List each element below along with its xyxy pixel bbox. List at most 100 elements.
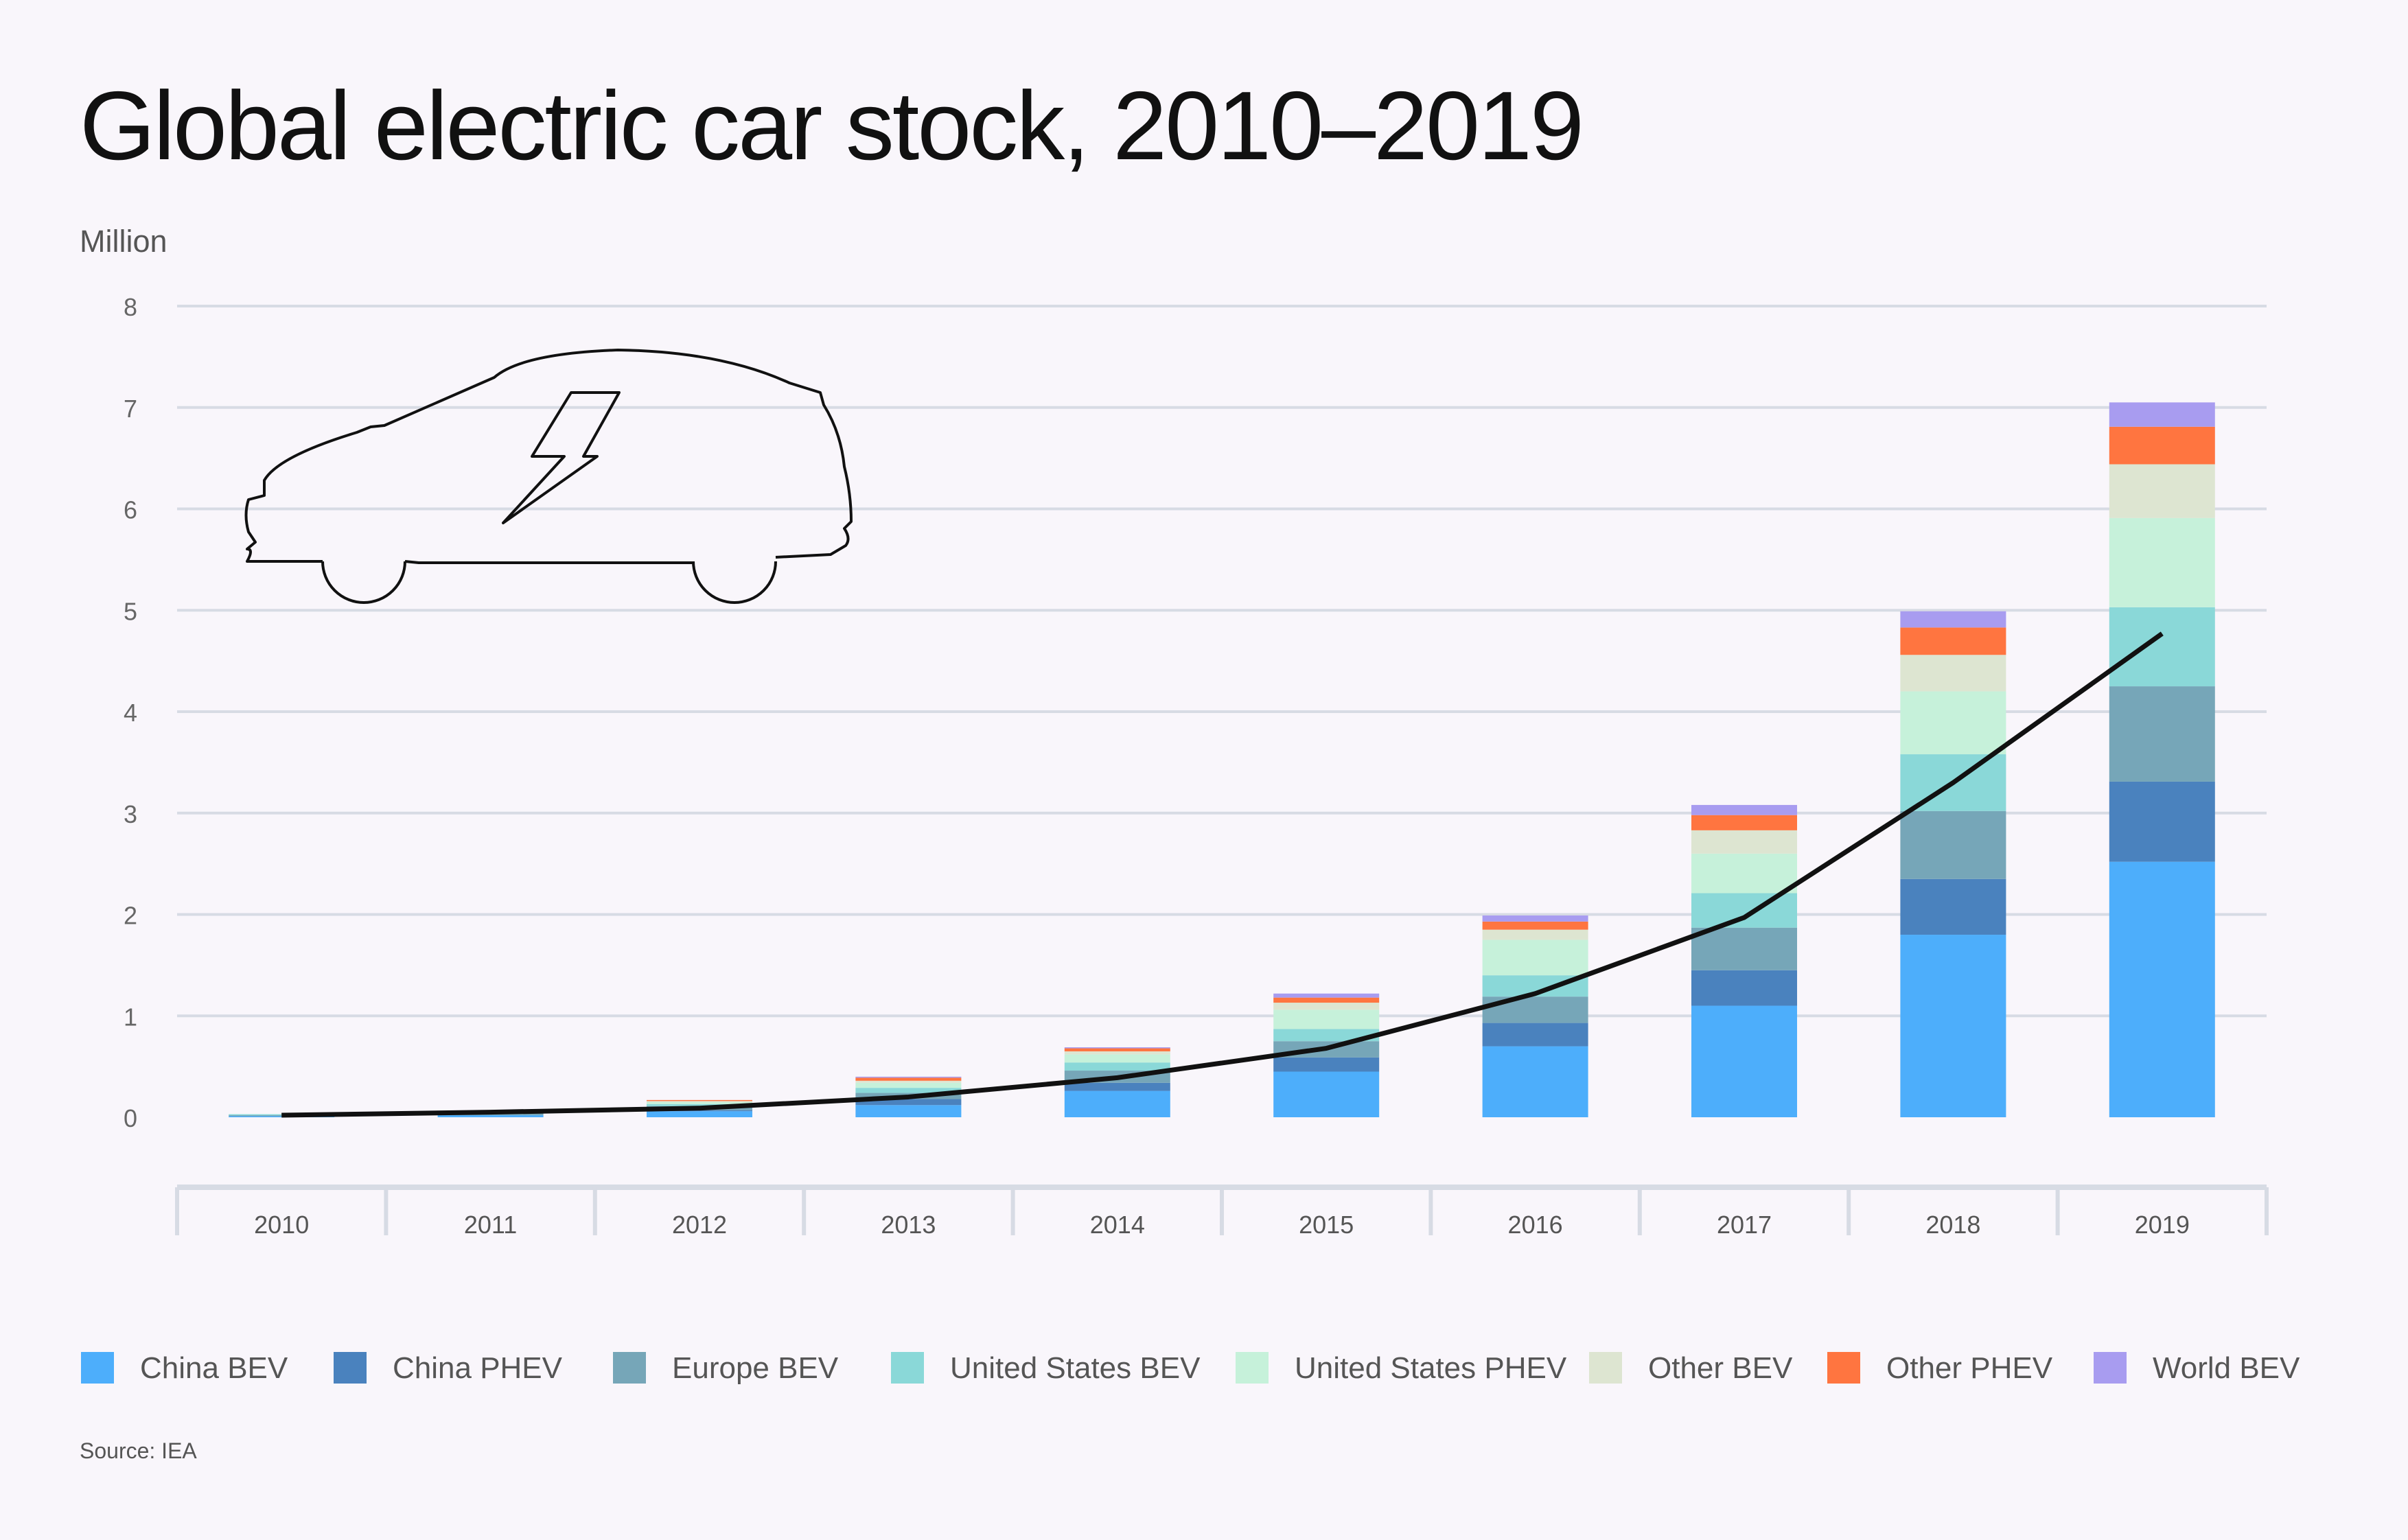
- bar-segment-other-phev: [647, 1099, 752, 1101]
- y-tick-label: 4: [124, 699, 137, 727]
- y-axis-ticks: 0 1 2 3 4 5 6 7 8: [124, 293, 137, 1132]
- bar-segment-europe-bev: [1691, 927, 1797, 970]
- y-tick-label: 2: [124, 902, 137, 930]
- y-tick-label: 0: [124, 1104, 137, 1132]
- x-tick-label: 2018: [1925, 1211, 1980, 1239]
- bar-segment-united-states-phev: [855, 1082, 962, 1088]
- legend-swatch: [1589, 1352, 1622, 1384]
- bar-segment-europe-bev: [229, 1115, 335, 1117]
- bar-segment-other-phev: [1273, 997, 1380, 1003]
- y-tick-label: 8: [124, 293, 137, 321]
- bar-segment-world-bev: [1691, 804, 1797, 815]
- bar-segment-world-bev: [1900, 611, 2006, 628]
- bar-segment-china-bev: [1273, 1071, 1380, 1117]
- bar-segment-other-bev: [2109, 464, 2215, 518]
- bar-segment-other-bev: [1064, 1051, 1170, 1055]
- chart-title: Global electric car stock, 2010–2019: [80, 71, 1582, 180]
- legend-label: China BEV: [140, 1351, 288, 1385]
- y-tick-label: 7: [124, 395, 137, 423]
- bar-segment-other-bev: [855, 1080, 962, 1083]
- legend-label: United States PHEV: [1295, 1351, 1567, 1385]
- source-note: Source: IEA: [80, 1438, 197, 1463]
- electric-car-icon: [244, 349, 853, 604]
- bar-segment-europe-bev: [1482, 996, 1588, 1023]
- y-tick-label: 3: [124, 800, 137, 828]
- bar-segment-other-bev: [1273, 1003, 1380, 1010]
- bar-segment-china-phev: [1900, 878, 2006, 935]
- x-tick-label: 2013: [881, 1211, 936, 1239]
- x-tick-label: 2016: [1508, 1211, 1563, 1239]
- bar-segment-other-phev: [1482, 921, 1588, 930]
- bar-segment-world-bev: [2109, 402, 2215, 427]
- bar-segment-united-states-phev: [1273, 1010, 1380, 1029]
- bar-segment-united-states-bev: [1064, 1062, 1170, 1071]
- x-tick-label: 2012: [672, 1211, 727, 1239]
- bar-segment-world-bev: [1064, 1047, 1170, 1049]
- x-axis: 2010 2011 2012 2013 2014 2015 2016 2017 2018 2019: [175, 1185, 2269, 1239]
- y-axis-unit-label: Million: [80, 224, 167, 259]
- bar-segment-china-phev: [2109, 781, 2215, 862]
- bar-segment-china-bev: [647, 1111, 752, 1117]
- legend-swatch: [81, 1352, 114, 1384]
- bar-segment-other-bev: [1900, 655, 2006, 692]
- bar-segment-other-bev: [1691, 830, 1797, 854]
- bar-segment-united-states-bev: [855, 1088, 962, 1093]
- bar-segment-china-bev: [855, 1105, 962, 1117]
- bar-segment-united-states-bev: [2109, 607, 2215, 687]
- x-tick-label: 2010: [254, 1211, 309, 1239]
- legend-swatch: [613, 1352, 646, 1384]
- x-tick-label: 2019: [2135, 1211, 2190, 1239]
- bar-segment-world-bev: [1273, 993, 1380, 998]
- bar-segment-europe-bev: [2109, 686, 2215, 782]
- legend-swatch: [2094, 1352, 2127, 1384]
- bar-segment-other-phev: [2109, 426, 2215, 465]
- legend-label: Europe BEV: [672, 1351, 839, 1385]
- y-tick-label: 6: [124, 496, 137, 524]
- bar-segment-united-states-phev: [1482, 940, 1588, 976]
- legend: China BEV China PHEV Europe BEV United Stat…: [81, 1351, 2300, 1385]
- x-tick-label: 2017: [1717, 1211, 1772, 1239]
- bar-segment-united-states-phev: [1691, 853, 1797, 894]
- bar-segment-other-phev: [855, 1077, 962, 1081]
- legend-label: World BEV: [2153, 1351, 2300, 1385]
- bar-segment-china-phev: [855, 1099, 962, 1106]
- bars: [229, 402, 2215, 1117]
- bar-segment-china-bev: [437, 1115, 544, 1117]
- bar-segment-other-phev: [1064, 1048, 1170, 1051]
- bar-segment-united-states-phev: [1064, 1054, 1170, 1063]
- bar-segment-united-states-bev: [1273, 1029, 1380, 1042]
- bar-segment-other-phev: [1691, 815, 1797, 830]
- y-tick-label: 5: [124, 597, 137, 625]
- bar-segment-china-bev: [1064, 1090, 1170, 1117]
- legend-label: United States BEV: [950, 1351, 1201, 1385]
- x-tick-label: 2015: [1299, 1211, 1354, 1239]
- bar-segment-united-states-phev: [647, 1101, 752, 1104]
- legend-swatch: [1827, 1352, 1860, 1384]
- bar-segment-china-phev: [1064, 1082, 1170, 1091]
- bar-segment-china-phev: [647, 1110, 752, 1112]
- bar-segment-other-bev: [1482, 929, 1588, 940]
- bar-segment-united-states-phev: [2109, 517, 2215, 607]
- bar-segment-world-bev: [1482, 915, 1588, 922]
- bar-segment-united-states-bev: [647, 1104, 752, 1106]
- bar-segment-china-bev: [2109, 861, 2215, 1117]
- legend-label: Other PHEV: [1886, 1351, 2053, 1385]
- bar-segment-china-bev: [1900, 935, 2006, 1117]
- legend-swatch: [891, 1352, 924, 1384]
- bar-segment-china-phev: [1482, 1023, 1588, 1047]
- bar-segment-united-states-bev: [1691, 893, 1797, 928]
- bar-segment-europe-bev: [1900, 810, 2006, 879]
- bar-segment-united-states-phev: [1900, 691, 2006, 755]
- bar-segment-other-phev: [1900, 627, 2006, 655]
- legend-label: Other BEV: [1648, 1351, 1793, 1385]
- trend-line: [281, 631, 2164, 1118]
- trend-line-path: [281, 631, 2164, 1118]
- legend-label: China PHEV: [393, 1351, 563, 1385]
- legend-swatch: [334, 1352, 367, 1384]
- y-tick-label: 1: [124, 1003, 137, 1031]
- bar-segment-china-bev: [1482, 1046, 1588, 1117]
- legend-swatch: [1236, 1352, 1269, 1384]
- bar-segment-china-phev: [1691, 970, 1797, 1006]
- x-tick-label: 2011: [464, 1211, 517, 1239]
- x-tick-label: 2014: [1090, 1211, 1145, 1239]
